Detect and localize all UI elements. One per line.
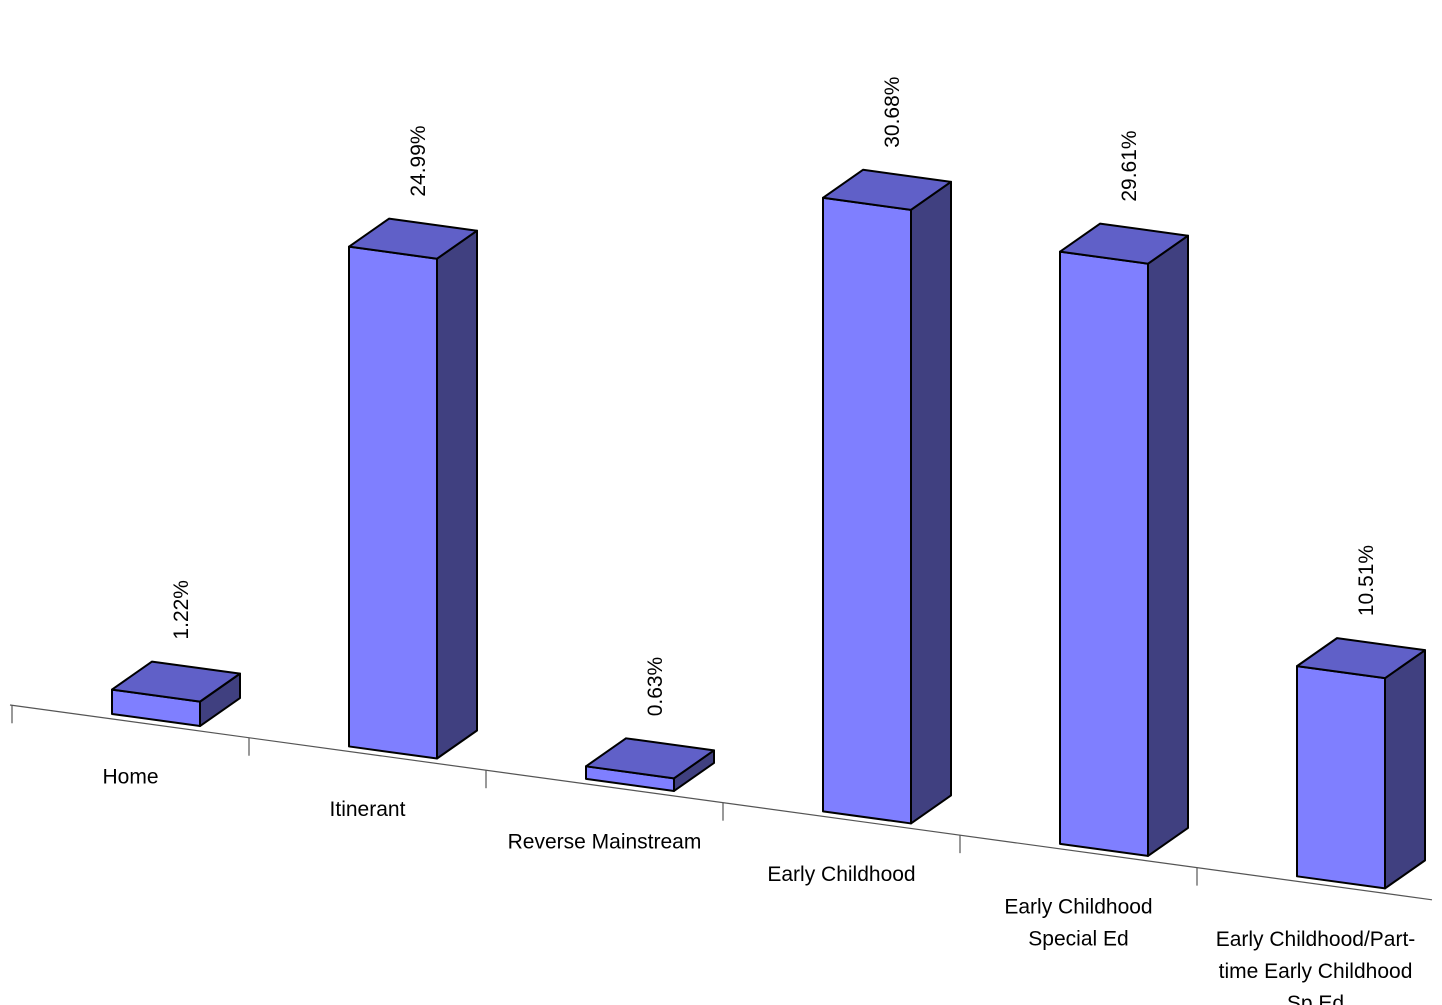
category-label: Early Childhood Special Ed	[1004, 895, 1152, 950]
bar-front-face	[1296, 665, 1386, 890]
bar-top-face	[111, 660, 241, 703]
bar	[822, 168, 952, 825]
bar-front-face	[1059, 250, 1149, 857]
bar	[585, 737, 715, 792]
value-label: 29.61%	[1118, 130, 1141, 201]
bar	[111, 660, 241, 728]
value-label: 10.51%	[1355, 545, 1378, 616]
category-label: Home	[102, 766, 158, 789]
bar-side-face	[436, 229, 478, 760]
value-label: 30.68%	[881, 77, 904, 148]
category-label: Reverse Mainstream	[508, 830, 702, 853]
bar	[1296, 637, 1426, 890]
x-axis-line	[9, 704, 1433, 901]
bar-top-face	[1059, 222, 1189, 265]
bar-top-face	[1296, 637, 1426, 680]
category-label: Early Childhood	[767, 863, 915, 886]
category-label: Early Childhood/Part-time Early Childhoo…	[1216, 928, 1416, 1005]
bar-side-face	[910, 180, 952, 825]
bar-front-face	[822, 196, 912, 825]
bar-front-face	[348, 245, 438, 760]
bar-top-face	[822, 168, 952, 211]
bars	[111, 168, 1426, 890]
value-label: 24.99%	[407, 125, 430, 196]
bar	[348, 217, 478, 760]
bar	[1059, 222, 1189, 857]
bar-side-face	[1384, 649, 1426, 890]
category-labels: Home Itinerant Reverse Mainstream Early Chi…	[102, 766, 1415, 1005]
category-label: Itinerant	[330, 798, 406, 821]
bar-top-face	[585, 737, 715, 780]
value-labels: 1.22% 24.99% 0.63% 30.68% 29.61% 10.51%	[170, 77, 1378, 717]
value-label: 1.22%	[170, 580, 193, 640]
value-label: 0.63%	[644, 657, 667, 717]
bar-top-face	[348, 217, 478, 260]
bar-side-face	[1147, 234, 1189, 857]
x-axis	[9, 704, 1433, 901]
